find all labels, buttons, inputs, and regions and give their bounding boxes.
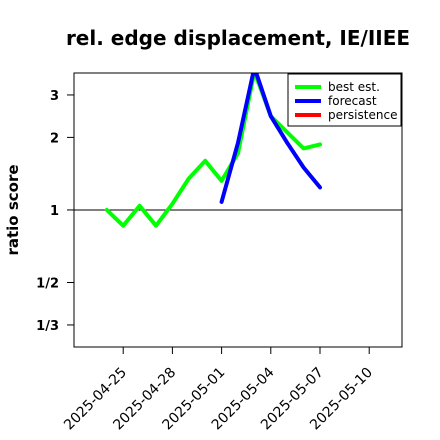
series-layer bbox=[104, 73, 322, 228]
y-axis-label: ratio score bbox=[4, 164, 22, 255]
y-tick-label-2: 1 bbox=[50, 204, 59, 219]
y-tick-label-0: 1/3 bbox=[36, 319, 59, 334]
legend-label-0: best est. bbox=[328, 80, 380, 94]
y-tick-label-3: 2 bbox=[50, 131, 59, 146]
axes-layer: 1/31/21232025-04-252025-04-282025-05-012… bbox=[36, 89, 376, 433]
series-line-1 bbox=[219, 73, 322, 204]
legend-label-2: persistence bbox=[328, 108, 397, 122]
y-tick-label-4: 3 bbox=[50, 89, 59, 104]
legend-label-1: forecast bbox=[328, 94, 377, 108]
series-line-0 bbox=[104, 73, 322, 228]
y-tick-label-1: 1/2 bbox=[36, 277, 59, 292]
chart-title: rel. edge displacement, IE/IIEE bbox=[66, 26, 410, 50]
